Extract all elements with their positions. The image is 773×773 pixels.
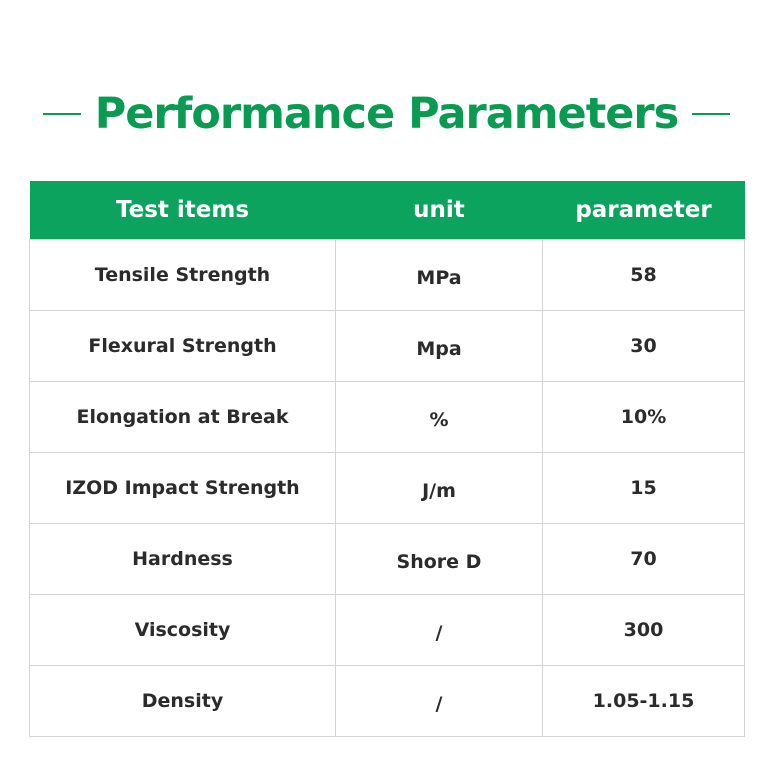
- title-dash-left: [42, 113, 81, 115]
- title-banner: Performance Parameters: [0, 82, 773, 146]
- unit-cell: J/m: [335, 451, 543, 524]
- unit-cell: %: [335, 380, 543, 453]
- table-row: Viscosity / 300: [29, 593, 745, 666]
- header-test-items: Test items: [115, 196, 250, 223]
- parameter-cell: 70: [542, 522, 745, 595]
- parameter-cell: 58: [542, 238, 745, 311]
- unit-cell: MPa: [335, 238, 543, 311]
- unit-cell: /: [335, 664, 543, 737]
- unit-cell: Shore D: [335, 522, 543, 595]
- table-row: Flexural Strength Mpa 30: [29, 309, 745, 382]
- parameter-cell: 30: [542, 309, 745, 382]
- test-item-cell: Density: [29, 664, 336, 737]
- parameter-cell: 1.05-1.15: [542, 664, 745, 737]
- test-item-cell: Viscosity: [29, 593, 336, 666]
- test-item-cell: IZOD Impact Strength: [29, 451, 336, 524]
- parameter-cell: 300: [542, 593, 745, 666]
- test-item-cell: Flexural Strength: [29, 309, 336, 382]
- table-row: Density / 1.05-1.15: [29, 664, 745, 737]
- parameter-cell: 10%: [542, 380, 745, 453]
- title-dash-right: [692, 113, 731, 115]
- table-row: Hardness Shore D 70: [29, 522, 745, 595]
- page-title: Performance Parameters: [94, 89, 679, 139]
- table-row: Elongation at Break % 10%: [29, 380, 745, 453]
- performance-parameters-table: Test items unit parameter Tensile Streng…: [29, 181, 745, 737]
- unit-cell: Mpa: [335, 309, 543, 382]
- table-row: IZOD Impact Strength J/m 15: [29, 451, 745, 524]
- test-item-cell: Elongation at Break: [29, 380, 336, 453]
- table-row: Tensile Strength MPa 58: [29, 238, 745, 311]
- table-header-row: Test items unit parameter: [29, 181, 745, 239]
- test-item-cell: Hardness: [29, 522, 336, 595]
- header-unit: unit: [413, 196, 465, 223]
- parameter-cell: 15: [542, 451, 745, 524]
- unit-cell: /: [335, 593, 543, 666]
- test-item-cell: Tensile Strength: [29, 238, 336, 311]
- header-parameter: parameter: [575, 196, 712, 223]
